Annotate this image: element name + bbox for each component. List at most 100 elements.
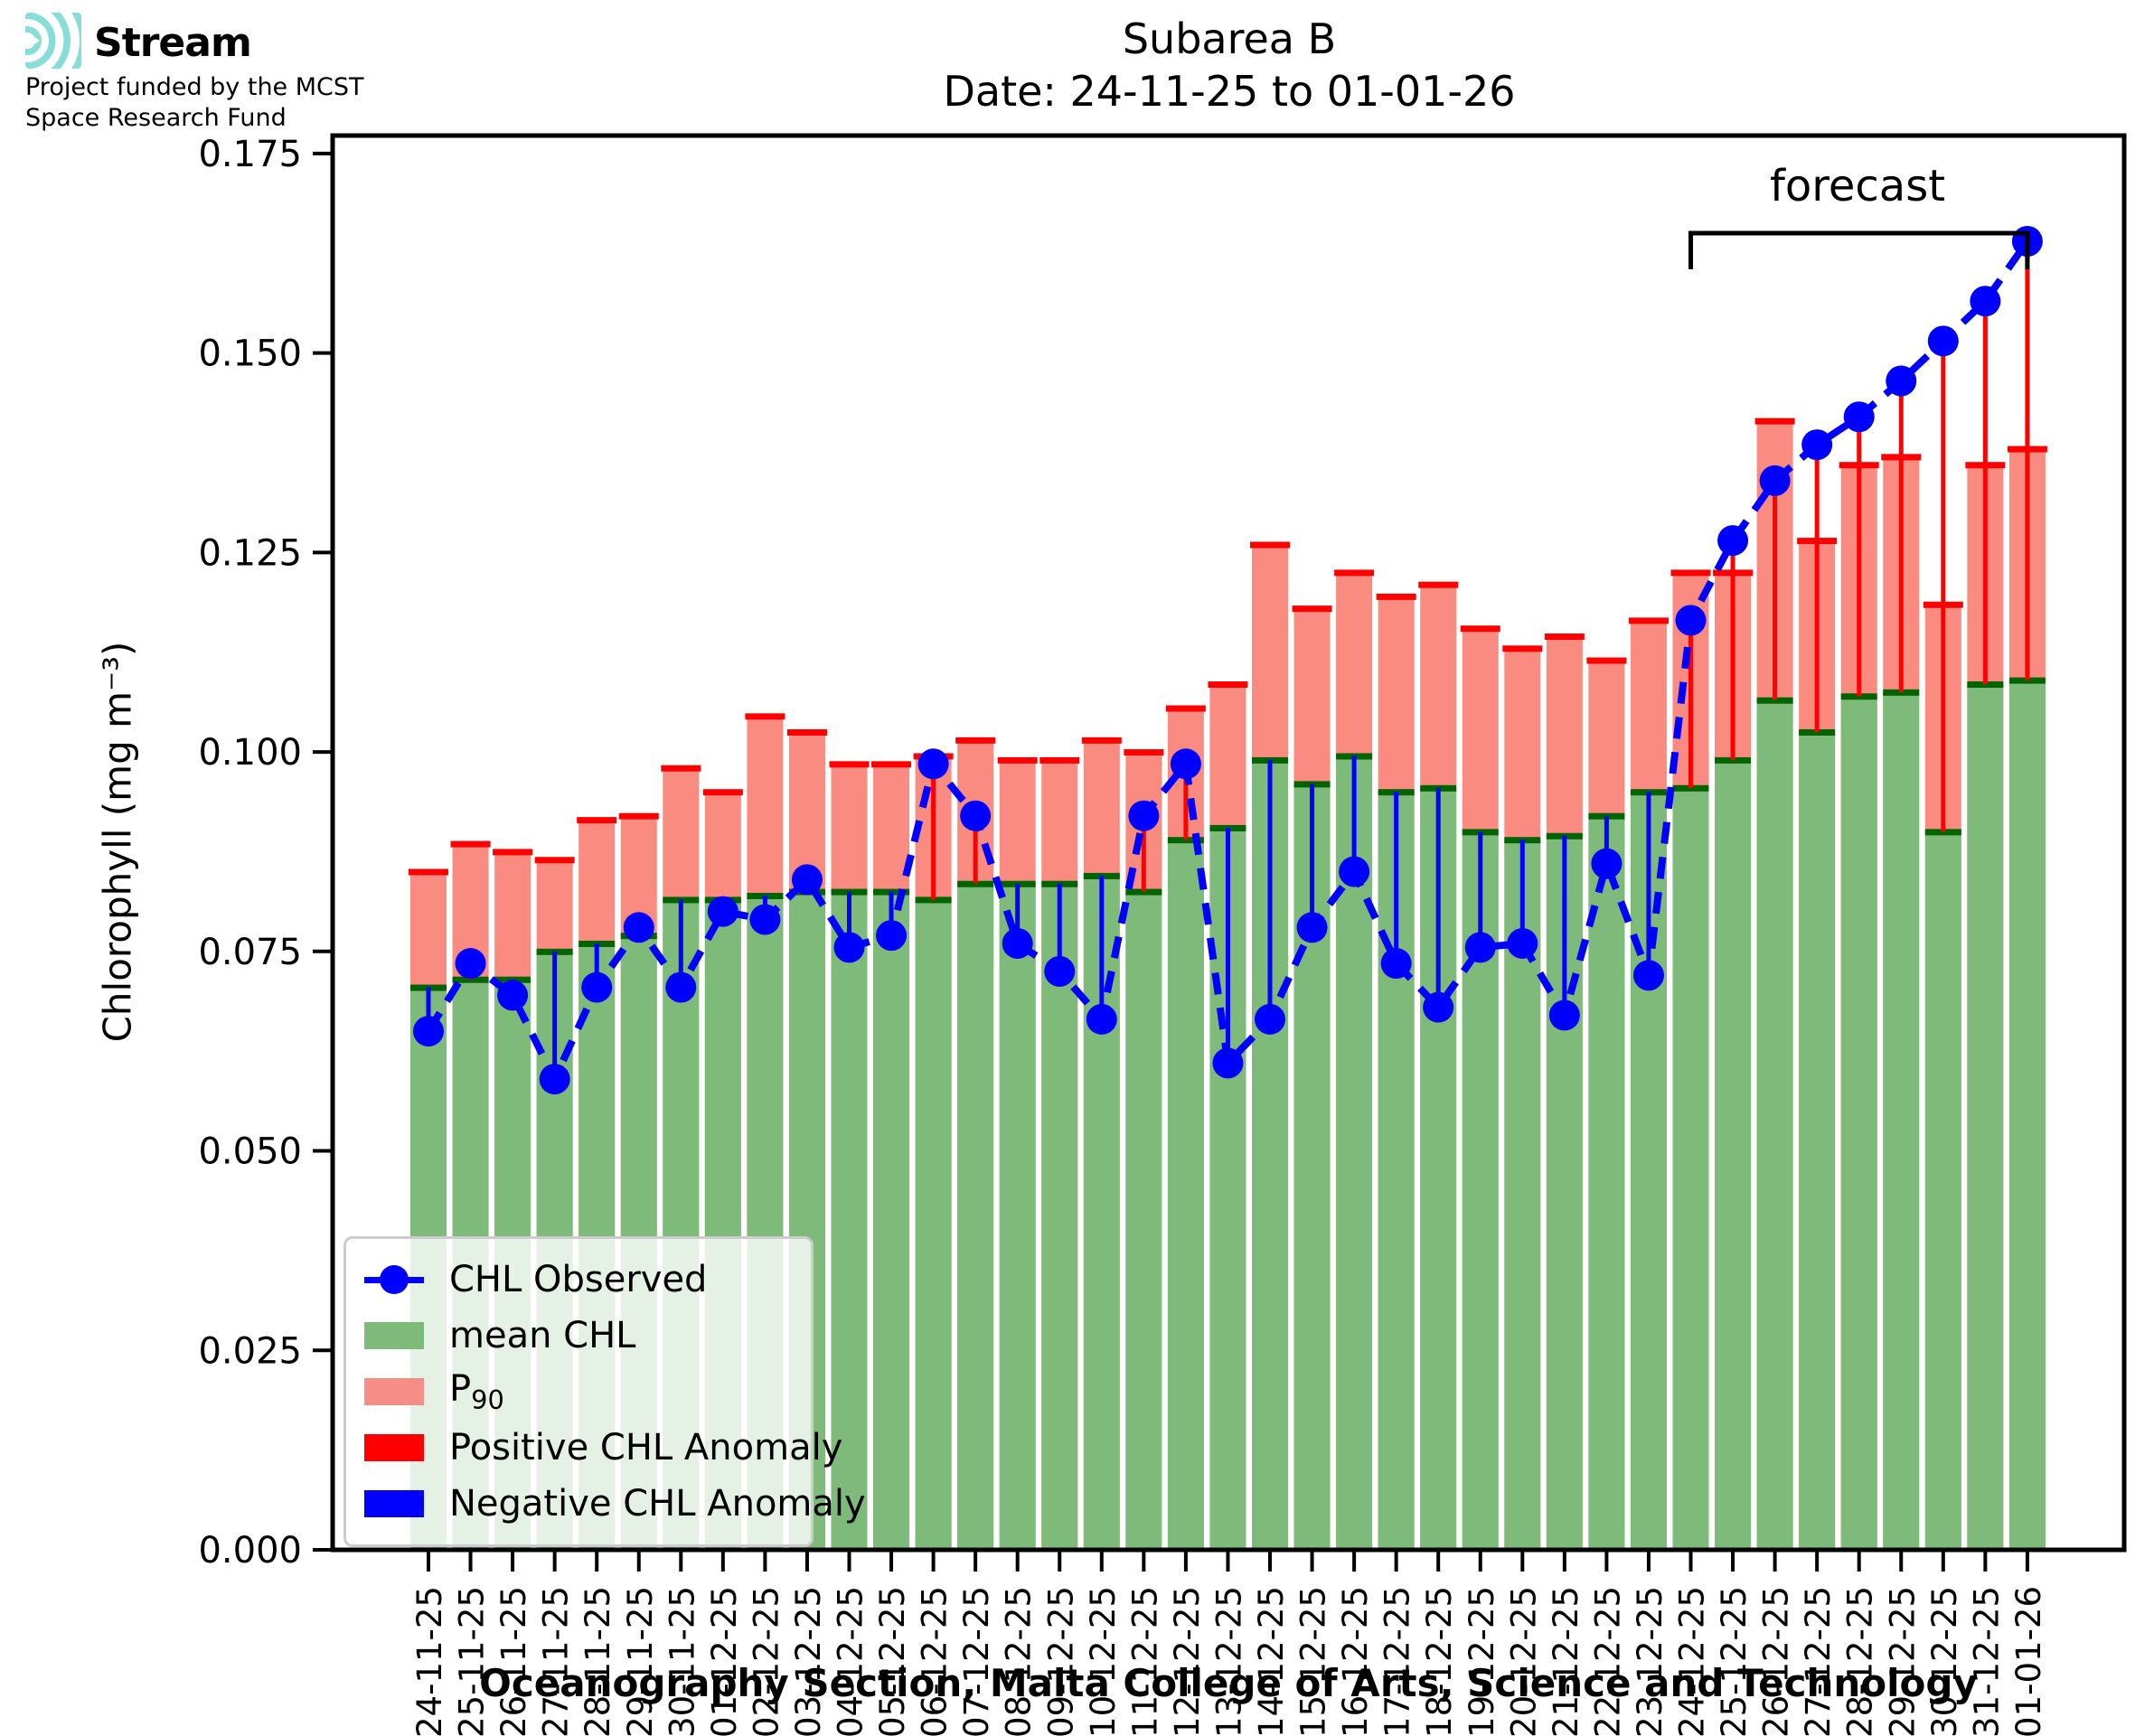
p90-bar-edge xyxy=(997,756,1038,764)
legend-label-positive: Positive CHL Anomaly xyxy=(449,1427,843,1469)
p90-bar-edge xyxy=(534,857,575,864)
p90-bar-edge xyxy=(1670,569,1711,577)
y-tick-label: 0.175 xyxy=(198,134,302,175)
p90-bar-edge xyxy=(1544,633,1585,641)
p90-bar-edge xyxy=(577,817,617,824)
mean-chl-bar-edge xyxy=(452,976,489,983)
x-axis: 24-11-25 25-11-25 26-11-25 27-11-25 28-11-25… xyxy=(410,1550,2048,1736)
p90-bar-edge xyxy=(786,728,827,736)
x-tick-label: 26-12-25 xyxy=(1757,1586,1796,1736)
p90-bar-edge xyxy=(1208,681,1248,689)
mean-chl-bar xyxy=(1125,891,1162,1550)
mean-chl-bar-edge xyxy=(1924,829,1961,836)
observed-point xyxy=(1591,848,1623,879)
brand-name: Stream xyxy=(94,19,252,66)
chart-title-line1: Subarea B xyxy=(1122,14,1337,63)
x-tick-label: 30-11-25 xyxy=(663,1586,701,1736)
observed-point xyxy=(1339,856,1370,887)
p90-bar-edge xyxy=(618,812,659,820)
mean-chl-bar xyxy=(873,891,910,1550)
observed-point xyxy=(707,896,738,927)
observed-point xyxy=(876,920,908,952)
p90-bar-edge xyxy=(1502,645,1543,652)
y-tick-label: 0.100 xyxy=(198,732,302,774)
legend-label-mean: mean CHL xyxy=(449,1315,636,1356)
mean-chl-bar xyxy=(1715,759,1752,1550)
observed-point xyxy=(581,971,613,1003)
p90-bar-edge xyxy=(1754,418,1795,425)
x-tick-label: 09-12-25 xyxy=(1041,1586,1080,1736)
y-tick-label: 0.125 xyxy=(198,532,302,574)
x-tick-label: 12-12-25 xyxy=(1168,1586,1207,1736)
p90-bar-edge xyxy=(955,737,996,744)
legend-label-negative: Negative CHL Anomaly xyxy=(449,1483,866,1525)
p90-bar-edge xyxy=(450,840,491,848)
p90-bar-edge xyxy=(1165,705,1206,712)
legend-label-observed: CHL Observed xyxy=(449,1259,708,1300)
mean-chl-bar-edge xyxy=(2008,677,2046,684)
y-tick-label: 0.075 xyxy=(198,932,302,973)
x-tick-label: 10-12-25 xyxy=(1084,1586,1123,1736)
legend-label-p90: P90 xyxy=(449,1368,504,1415)
x-tick-label: 17-12-25 xyxy=(1378,1586,1417,1736)
mean-chl-bar xyxy=(999,883,1036,1550)
x-tick-label: 21-12-25 xyxy=(1547,1586,1585,1736)
chart-title: Subarea B Date: 24-11-25 to 01-01-26 xyxy=(922,13,1537,117)
x-axis-caption: Oceanography Section, Malta College of A… xyxy=(479,1661,1978,1705)
observed-point xyxy=(1170,748,1201,780)
mean-chl-bar xyxy=(1041,883,1078,1550)
x-tick-label: 22-12-25 xyxy=(1588,1586,1627,1736)
mean-chl-bar-edge xyxy=(1167,837,1204,844)
x-tick-label: 30-12-25 xyxy=(1925,1586,1964,1736)
x-tick-label: 05-12-25 xyxy=(873,1586,912,1736)
x-tick-label: 19-12-25 xyxy=(1463,1586,1501,1736)
mean-chl-bar xyxy=(1840,696,1877,1550)
observed-point xyxy=(1128,800,1160,831)
x-tick-label: 28-12-25 xyxy=(1841,1586,1880,1736)
mean-chl-bar xyxy=(1883,691,1920,1550)
legend-row-mean: mean CHL xyxy=(364,1308,793,1364)
mean-chl-swatch xyxy=(364,1322,424,1349)
mean-chl-bar-edge xyxy=(1125,888,1162,896)
observed-point xyxy=(455,948,486,980)
observed-points-group xyxy=(413,225,2043,1095)
mean-chl-bar xyxy=(1167,840,1204,1550)
p90-bar-edge xyxy=(1460,625,1500,633)
x-tick-label: 31-12-25 xyxy=(1967,1586,2006,1736)
mean-chl-bar-edge xyxy=(1799,728,1836,736)
observed-point xyxy=(791,864,823,896)
observed-point xyxy=(1717,525,1749,557)
p90-bar-edge xyxy=(661,765,701,772)
observed-point xyxy=(1423,991,1454,1023)
observed-point xyxy=(1759,464,1791,496)
observed-point xyxy=(1255,1003,1285,1035)
observed-point xyxy=(1675,605,1707,636)
x-tick-label: 25-11-25 xyxy=(453,1586,492,1736)
observed-point xyxy=(539,1064,570,1095)
observed-point xyxy=(1843,401,1875,433)
x-tick-label: 16-12-25 xyxy=(1336,1586,1375,1736)
p90-bar-edge xyxy=(1418,581,1459,588)
observed-point xyxy=(1002,927,1033,959)
legend-row-observed: CHL Observed xyxy=(364,1252,793,1308)
observed-point xyxy=(1632,960,1664,991)
legend: CHL Observed mean CHL P90 Positive CHL A… xyxy=(343,1236,866,1547)
forecast-annotation: forecast xyxy=(1769,161,1946,211)
observed-point xyxy=(497,980,529,1011)
x-tick-label: 25-12-25 xyxy=(1715,1586,1754,1736)
mean-chl-bar-edge xyxy=(1715,756,1752,764)
x-tick-label: 01-01-26 xyxy=(2009,1586,2048,1736)
stream-logo-icon xyxy=(25,13,81,69)
mean-chl-bar xyxy=(2008,680,2046,1550)
p90-bar-edge xyxy=(1039,756,1080,764)
p90-bar-edge xyxy=(702,789,743,796)
mean-chl-bar-edge xyxy=(957,880,994,887)
observed-marker-icon xyxy=(364,1264,424,1295)
observed-point xyxy=(623,912,654,943)
p90-bar-edge xyxy=(1081,737,1122,744)
x-tick-label: 20-12-25 xyxy=(1504,1586,1543,1736)
p90-bar-edge xyxy=(745,713,785,720)
p90-bar-edge xyxy=(1628,617,1669,624)
observed-point xyxy=(833,932,865,963)
observed-point xyxy=(1296,912,1328,943)
